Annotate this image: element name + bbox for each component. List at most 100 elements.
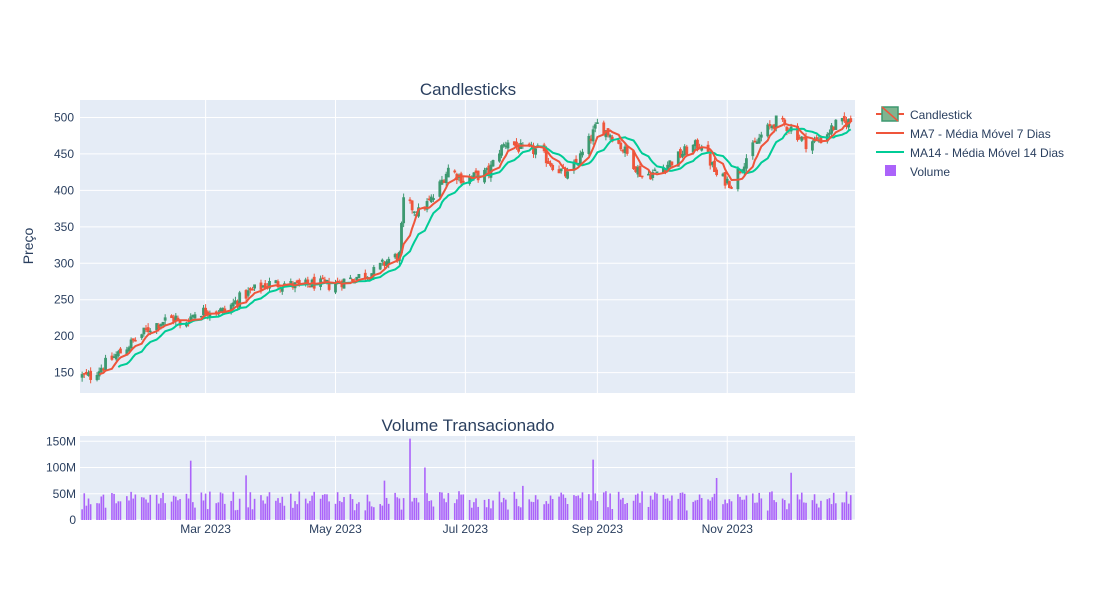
volume-bar (164, 503, 166, 520)
candle (491, 159, 495, 167)
candle (453, 169, 457, 174)
candle (163, 314, 167, 325)
candle-body (738, 171, 742, 174)
volume-bar (588, 494, 590, 520)
volume-bar (560, 492, 562, 520)
candle (653, 167, 657, 172)
candle-body (608, 135, 612, 138)
volume-bar (87, 498, 90, 520)
candle (133, 337, 137, 342)
volume-bar (119, 501, 122, 520)
candle-body (638, 166, 642, 177)
volume-bar (685, 510, 688, 520)
volume-bar (413, 497, 416, 520)
volume-bar (279, 502, 281, 520)
legend-item-candlestick[interactable]: Candlestick (876, 106, 973, 122)
candle (321, 274, 325, 280)
legend-item-ma7[interactable]: MA7 - Média Móvel 7 Dias (876, 127, 1051, 141)
volume-bar (711, 497, 714, 520)
candle-body (685, 146, 689, 155)
volume-bar (788, 503, 790, 520)
volume-bar (311, 495, 313, 520)
candle (89, 367, 93, 384)
candle (738, 170, 742, 175)
volume-bar (790, 472, 792, 520)
candle (828, 129, 831, 138)
volume-bar (443, 498, 445, 520)
volume-bar (475, 498, 477, 520)
candle (95, 372, 99, 382)
volume-bar (754, 502, 756, 520)
volume-bar (283, 505, 286, 520)
volume-bar (98, 503, 100, 520)
volume-bar (383, 480, 386, 520)
volume-y-tick-label: 100M (46, 461, 76, 475)
candle-body (89, 370, 93, 380)
candle-body (651, 172, 655, 178)
volume-bar (304, 498, 307, 520)
candle (412, 211, 416, 217)
candle-body (708, 153, 712, 166)
candle-body (453, 170, 457, 173)
volume-bar (517, 506, 520, 520)
volume-bar (592, 459, 594, 520)
volume-bar (402, 498, 405, 520)
candle-body (647, 173, 650, 176)
candle-body (696, 139, 699, 149)
volume-bar (707, 499, 709, 520)
volume-bar (206, 509, 209, 520)
candle-body (679, 149, 682, 158)
volume-plot-background (80, 436, 855, 520)
legend-item-volume[interactable]: Volume (885, 165, 950, 179)
price-panel: 150 200 250 300 350 400 450 500 Candlesticks Pr… (20, 80, 855, 393)
candle-body (268, 280, 271, 289)
legend-item-ma14[interactable]: MA14 - Média Móvel 14 Dias (876, 146, 1064, 160)
volume-bar (766, 510, 769, 520)
volume-bar (117, 501, 120, 520)
volume-bar (547, 503, 550, 520)
volume-bar (664, 498, 667, 520)
volume-bar (145, 499, 147, 520)
candle-body (163, 317, 167, 321)
volume-bar (130, 491, 132, 520)
volume-bar (194, 507, 196, 520)
volume-bar (400, 509, 403, 520)
volume-bar (328, 501, 330, 520)
volume-bar (296, 504, 298, 520)
volume-bar (319, 498, 322, 520)
volume-bar (681, 492, 684, 520)
volume-bar (313, 491, 316, 520)
candle-body (355, 276, 359, 281)
volume-bar (639, 502, 641, 520)
volume-bar (549, 495, 552, 520)
volume-bar (477, 506, 479, 520)
volume-bar (677, 498, 680, 520)
volume-bar (679, 492, 682, 520)
candle-body (131, 338, 135, 341)
volume-bar (349, 494, 352, 520)
candle (378, 262, 382, 271)
legend[interactable]: Candlestick MA7 - Média Móvel 7 Dias MA1… (876, 106, 1064, 179)
volume-bar (581, 492, 584, 520)
volume-bar (515, 498, 518, 520)
candle-body (334, 283, 337, 293)
volume-bar (811, 500, 814, 520)
volume-bar (379, 504, 382, 520)
candle-body (727, 181, 731, 188)
candle (142, 327, 146, 337)
volume-bar (432, 506, 435, 520)
volume-bar (100, 496, 103, 520)
candle-body (842, 116, 846, 122)
candle-body (127, 347, 131, 352)
volume-bar (622, 497, 624, 520)
volume-bar (769, 492, 771, 520)
volume-bar (185, 493, 188, 520)
candle-body (432, 198, 435, 200)
volume-bar (343, 497, 345, 520)
volume-bar (739, 496, 741, 520)
volume-bar (223, 503, 226, 520)
candle (638, 162, 642, 177)
candle (730, 185, 733, 190)
